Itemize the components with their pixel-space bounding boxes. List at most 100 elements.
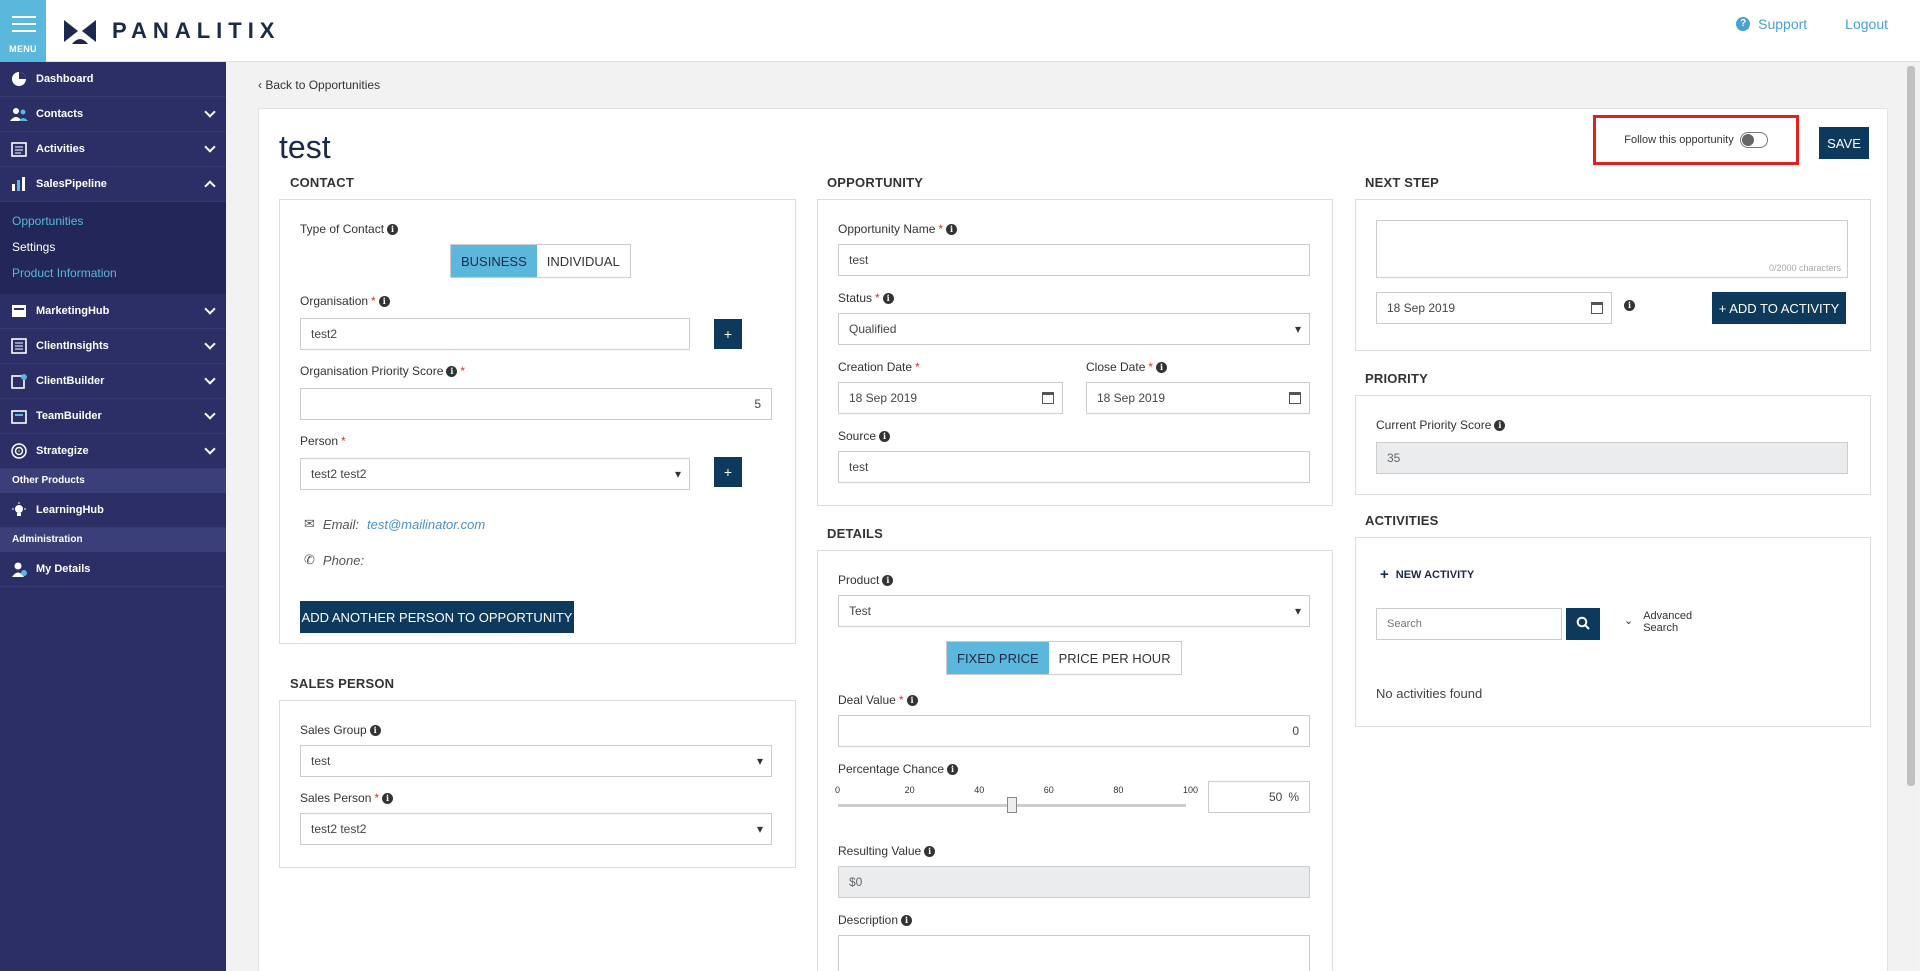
details-section-title: DETAILS xyxy=(827,526,884,541)
builder-icon xyxy=(10,372,28,390)
percentage-slider-handle[interactable] xyxy=(1007,797,1017,813)
product-select[interactable]: Test xyxy=(838,595,1310,627)
person-text: Person xyxy=(300,434,339,448)
sales-person-select[interactable]: test2 test2 xyxy=(300,813,772,845)
organisation-input[interactable]: test2 xyxy=(300,318,690,350)
percent-unit: % xyxy=(1288,790,1299,804)
opportunity-name-input[interactable]: test xyxy=(838,244,1310,276)
next-step-date-input[interactable]: 18 Sep 2019 xyxy=(1376,292,1612,324)
resulting-value-input: $0 xyxy=(838,866,1310,898)
add-organisation-button[interactable]: + xyxy=(714,319,742,349)
back-to-opportunities-link[interactable]: ‹ Back to Opportunities xyxy=(258,78,380,92)
percentage-chance-label: Percentage Chance i xyxy=(838,762,959,776)
insights-icon xyxy=(10,337,28,355)
target-icon xyxy=(10,442,28,460)
creation-date-input[interactable]: 18 Sep 2019 xyxy=(838,382,1063,414)
fixed-price-option[interactable]: FIXED PRICE xyxy=(947,642,1049,674)
pie-chart-icon xyxy=(10,70,28,88)
bar-chart-icon xyxy=(10,175,28,193)
scrollbar-thumb[interactable] xyxy=(1907,66,1915,786)
support-link[interactable]: ? Support xyxy=(1736,16,1807,32)
sidebar-sub-product-information[interactable]: Product Information xyxy=(12,266,117,280)
status-select[interactable]: Qualified xyxy=(838,313,1310,345)
business-option[interactable]: BUSINESS xyxy=(451,245,537,277)
org-priority-score-input[interactable]: 5 xyxy=(300,388,772,420)
source-label: Source i xyxy=(838,429,891,443)
percentage-input[interactable]: 50 % xyxy=(1208,781,1310,813)
sidebar-sub-settings[interactable]: Settings xyxy=(12,240,56,254)
menu-button[interactable]: MENU xyxy=(0,0,46,62)
advanced-search-line2: Search xyxy=(1643,622,1679,634)
plus-icon: + xyxy=(1380,566,1389,583)
marketing-icon xyxy=(10,302,28,320)
priority-section-title: PRIORITY xyxy=(1365,371,1428,386)
current-priority-score-input: 35 xyxy=(1376,442,1848,474)
logout-link[interactable]: Logout xyxy=(1845,16,1888,32)
organisation-text: Organisation xyxy=(300,294,369,308)
individual-option[interactable]: INDIVIDUAL xyxy=(546,253,620,269)
info-icon: i xyxy=(879,430,891,442)
sales-group-select[interactable]: test xyxy=(300,745,772,777)
logo-text: PANALITIX xyxy=(112,18,281,43)
add-to-activity-button[interactable]: + ADD TO ACTIVITY xyxy=(1712,292,1846,324)
creation-date-label: Creation Date * xyxy=(838,360,920,374)
sidebar-item-label: Activities xyxy=(36,143,85,155)
sidebar-item-my-details[interactable]: My Details xyxy=(0,552,226,587)
deal-value-text: Deal Value xyxy=(838,693,896,707)
chevron-down-icon: ⌄ xyxy=(1624,615,1634,627)
current-priority-score-label: Current Priority Score i xyxy=(1376,418,1506,432)
info-icon: i xyxy=(882,292,894,304)
next-step-textarea[interactable]: 0/2000 characters xyxy=(1376,220,1848,278)
description-textarea[interactable] xyxy=(838,935,1310,971)
email-link[interactable]: test@mailinator.com xyxy=(367,516,486,532)
new-activity-link[interactable]: + NEW ACTIVITY xyxy=(1380,566,1474,583)
required-marker: * xyxy=(915,360,920,374)
logo[interactable]: PANALITIX xyxy=(62,14,280,48)
search-button[interactable] xyxy=(1566,608,1600,640)
add-another-person-button[interactable]: ADD ANOTHER PERSON TO OPPORTUNITY xyxy=(300,601,574,633)
sidebar-item-label: ClientBuilder xyxy=(36,375,105,387)
sidebar-item-salespipeline[interactable]: SalesPipeline xyxy=(0,167,226,202)
sidebar-sub-opportunities[interactable]: Opportunities xyxy=(12,214,84,228)
sidebar-item-clientinsights[interactable]: ClientInsights xyxy=(0,329,226,364)
sidebar-item-dashboard[interactable]: Dashboard xyxy=(0,62,226,97)
sidebar-item-contacts[interactable]: Contacts xyxy=(0,97,226,132)
activity-search-input[interactable] xyxy=(1376,608,1562,640)
hamburger-icon xyxy=(12,16,36,37)
add-person-button[interactable]: + xyxy=(714,457,742,487)
sidebar-item-teambuilder[interactable]: TeamBuilder xyxy=(0,399,226,434)
resulting-value-label: Resulting Value i xyxy=(838,844,936,858)
percentage-value: 50 xyxy=(1268,790,1283,804)
follow-toggle[interactable] xyxy=(1739,132,1768,148)
user-icon xyxy=(10,560,28,578)
chevron-down-icon xyxy=(204,338,216,350)
envelope-icon: ✉ xyxy=(304,516,315,531)
sidebar-item-marketinghub[interactable]: MarketingHub xyxy=(0,294,226,329)
price-per-hour-option[interactable]: PRICE PER HOUR xyxy=(1058,650,1171,666)
advanced-search-toggle[interactable]: ⌄ Advanced Search xyxy=(1624,610,1692,634)
sidebar-item-label: Strategize xyxy=(36,445,89,457)
team-icon xyxy=(10,407,28,425)
sidebar: Dashboard Contacts Activities SalesPipel… xyxy=(0,62,226,971)
opportunity-panel: Opportunity Name * i test Status * i Quali… xyxy=(817,199,1333,506)
activities-section-title: ACTIVITIES xyxy=(1365,513,1439,528)
chevron-down-icon xyxy=(204,373,216,385)
sidebar-item-activities[interactable]: Activities xyxy=(0,132,226,167)
priority-panel: Current Priority Score i 35 xyxy=(1355,395,1871,495)
sidebar-item-learninghub[interactable]: LearningHub xyxy=(0,493,226,528)
chevron-down-icon xyxy=(204,303,216,315)
support-label: Support xyxy=(1758,16,1808,32)
info-icon: i xyxy=(947,763,959,775)
deal-value-input[interactable]: 0 xyxy=(838,715,1310,747)
person-select[interactable]: test2 test2 xyxy=(300,458,690,490)
save-button[interactable]: SAVE xyxy=(1819,127,1869,159)
info-icon: i xyxy=(1494,419,1506,431)
sidebar-item-clientbuilder[interactable]: ClientBuilder xyxy=(0,364,226,399)
sidebar-item-strategize[interactable]: Strategize xyxy=(0,434,226,469)
source-input[interactable]: test xyxy=(838,451,1310,483)
status-label: Status * i xyxy=(838,291,894,305)
slider-tick-label: 100 xyxy=(1183,785,1199,795)
close-date-input[interactable]: 18 Sep 2019 xyxy=(1086,382,1310,414)
source-text: Source xyxy=(838,429,877,443)
slider-tick-label: 60 xyxy=(1043,785,1054,795)
